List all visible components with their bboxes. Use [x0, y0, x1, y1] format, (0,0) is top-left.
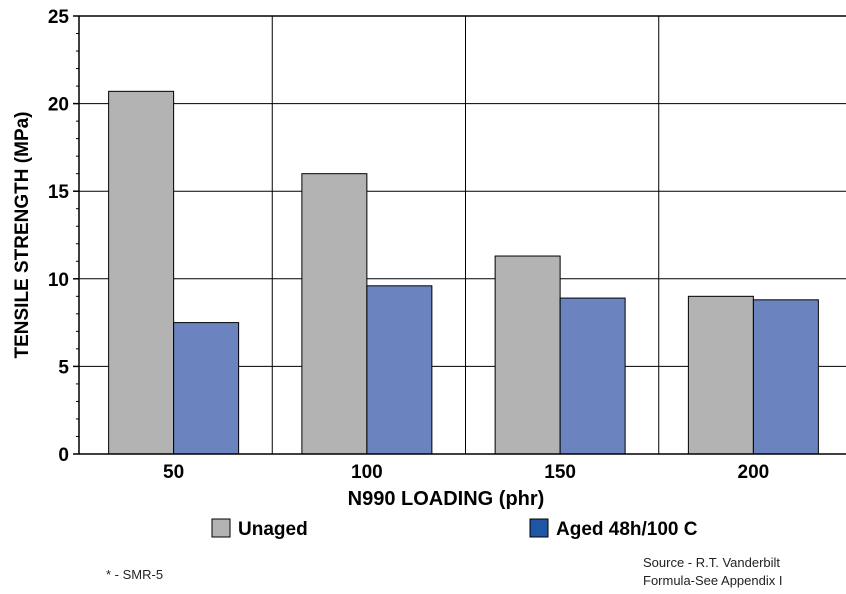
y-tick-label-20: 20 — [48, 95, 69, 116]
bar-unaged-100 — [301, 173, 368, 455]
y-axis-label: TENSILE STRENGTH (MPa) — [12, 111, 33, 358]
bars — [108, 90, 819, 455]
y-tick-label-0: 0 — [58, 445, 69, 466]
x-tick-label-50: 50 — [163, 462, 184, 483]
y-tick-labels: 0 5 10 15 20 25 — [48, 7, 70, 466]
x-tick-label-150: 150 — [544, 462, 576, 483]
source-line-2: Formula-See Appendix I — [643, 573, 783, 588]
y-tick-label-5: 5 — [58, 357, 69, 378]
legend-swatch-0 — [211, 518, 231, 538]
bar-aged-50 — [173, 322, 240, 455]
bar-unaged-50 — [108, 90, 175, 455]
legend: Unaged Aged 48h/100 C — [211, 518, 698, 540]
bar-aged-150 — [559, 297, 626, 455]
x-axis-label: N990 LOADING (phr) — [348, 488, 545, 510]
legend-label-1: Aged 48h/100 C — [556, 519, 698, 540]
y-tick-label-25: 25 — [48, 7, 70, 28]
footnote: * - SMR-5 — [106, 567, 164, 582]
y-tick-label-15: 15 — [48, 182, 70, 203]
bar-aged-100 — [366, 285, 433, 455]
bar-unaged-200 — [687, 295, 754, 455]
x-tick-labels: 50 100 150 200 — [163, 462, 769, 483]
legend-label-0: Unaged — [238, 519, 308, 540]
y-tick-label-10: 10 — [48, 270, 69, 291]
source-line-1: Source - R.T. Vanderbilt — [643, 555, 781, 570]
x-tick-label-100: 100 — [351, 462, 383, 483]
bar-aged-200 — [752, 299, 819, 455]
x-tick-label-200: 200 — [738, 462, 770, 483]
bar-unaged-150 — [494, 255, 561, 455]
legend-swatch-1 — [529, 518, 549, 538]
axes — [73, 15, 846, 455]
